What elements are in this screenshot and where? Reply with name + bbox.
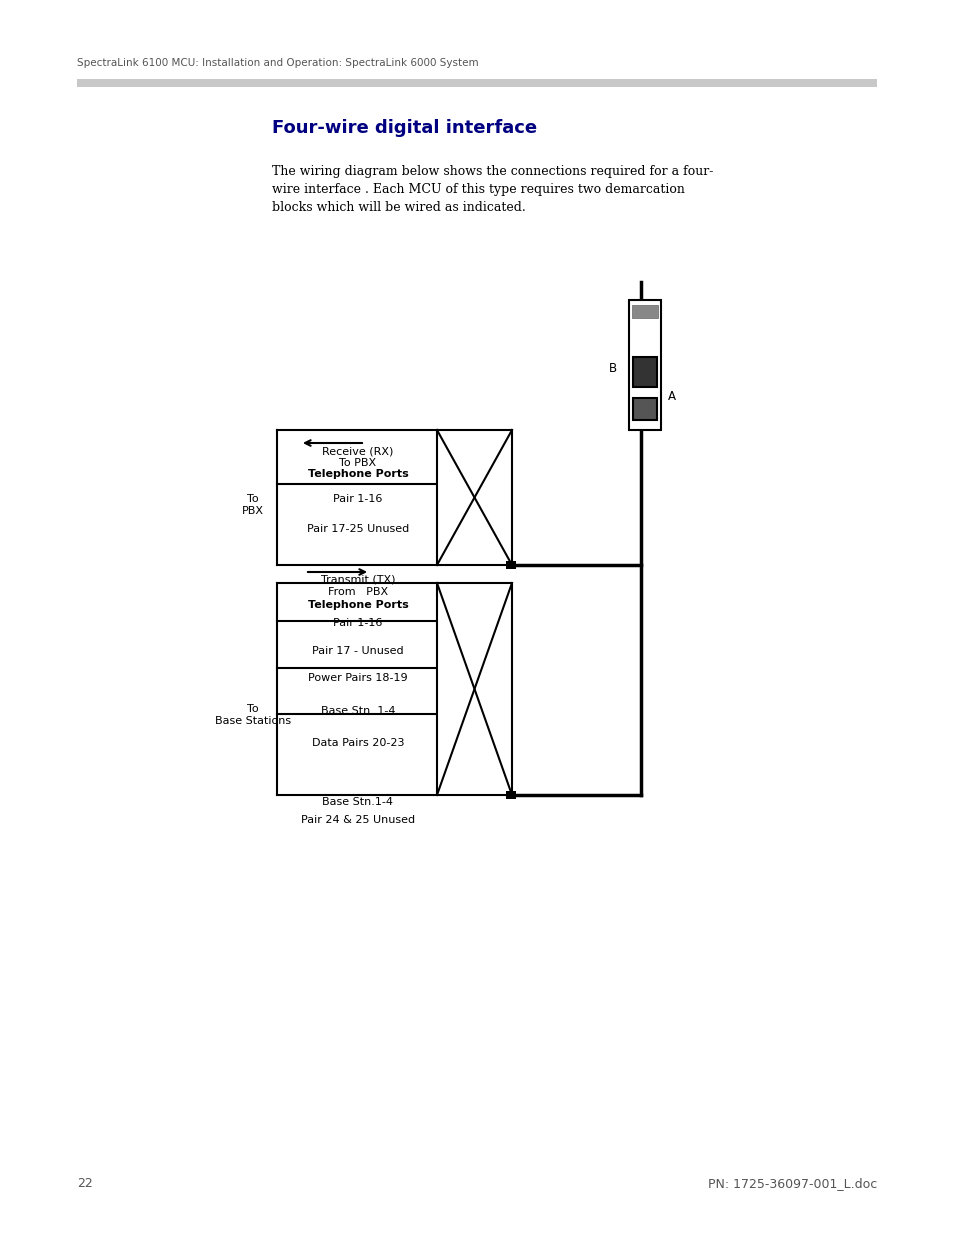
Text: Pair 1-16: Pair 1-16 bbox=[333, 494, 382, 504]
Bar bbox=[631, 305, 658, 317]
Bar bbox=[633, 357, 657, 387]
Text: Base Stn. 1-4: Base Stn. 1-4 bbox=[320, 706, 395, 716]
Text: 22: 22 bbox=[77, 1177, 92, 1191]
Bar bbox=[505, 561, 516, 569]
Bar bbox=[77, 79, 876, 86]
Text: Pair 1-16: Pair 1-16 bbox=[333, 618, 382, 629]
Text: Power Pairs 18-19: Power Pairs 18-19 bbox=[308, 673, 407, 683]
Text: Telephone Ports: Telephone Ports bbox=[307, 469, 408, 479]
Text: Data Pairs 20-23: Data Pairs 20-23 bbox=[312, 739, 404, 748]
Bar bbox=[505, 790, 516, 799]
Text: A: A bbox=[667, 390, 676, 404]
Text: wire interface . Each MCU of this type requires two demarcation: wire interface . Each MCU of this type r… bbox=[272, 183, 684, 196]
Bar bbox=[436, 430, 512, 564]
Bar bbox=[628, 300, 660, 430]
Text: The wiring diagram below shows the connections required for a four-: The wiring diagram below shows the conne… bbox=[272, 165, 713, 178]
Bar bbox=[633, 398, 657, 420]
Text: Pair 24 & 25 Unused: Pair 24 & 25 Unused bbox=[300, 815, 415, 825]
Text: blocks which will be wired as indicated.: blocks which will be wired as indicated. bbox=[272, 201, 525, 214]
Text: Base Stn.1-4: Base Stn.1-4 bbox=[322, 797, 393, 806]
Text: To
PBX: To PBX bbox=[242, 494, 264, 516]
Text: PN: 1725-36097-001_L.doc: PN: 1725-36097-001_L.doc bbox=[707, 1177, 876, 1191]
Text: Telephone Ports: Telephone Ports bbox=[307, 600, 408, 610]
Text: Receive (RX): Receive (RX) bbox=[322, 446, 394, 456]
Text: Transmit (TX): Transmit (TX) bbox=[320, 576, 395, 585]
Text: Four-wire digital interface: Four-wire digital interface bbox=[272, 119, 537, 137]
Text: Pair 17 - Unused: Pair 17 - Unused bbox=[312, 646, 403, 656]
Text: To PBX: To PBX bbox=[339, 458, 376, 468]
Text: From   PBX: From PBX bbox=[328, 587, 388, 597]
Text: SpectraLink 6100 MCU: Installation and Operation: SpectraLink 6000 System: SpectraLink 6100 MCU: Installation and O… bbox=[77, 58, 478, 68]
Text: To
Base Stations: To Base Stations bbox=[214, 704, 291, 726]
Text: B: B bbox=[608, 362, 617, 374]
Bar bbox=[436, 583, 512, 795]
Text: Pair 17-25 Unused: Pair 17-25 Unused bbox=[307, 524, 409, 534]
